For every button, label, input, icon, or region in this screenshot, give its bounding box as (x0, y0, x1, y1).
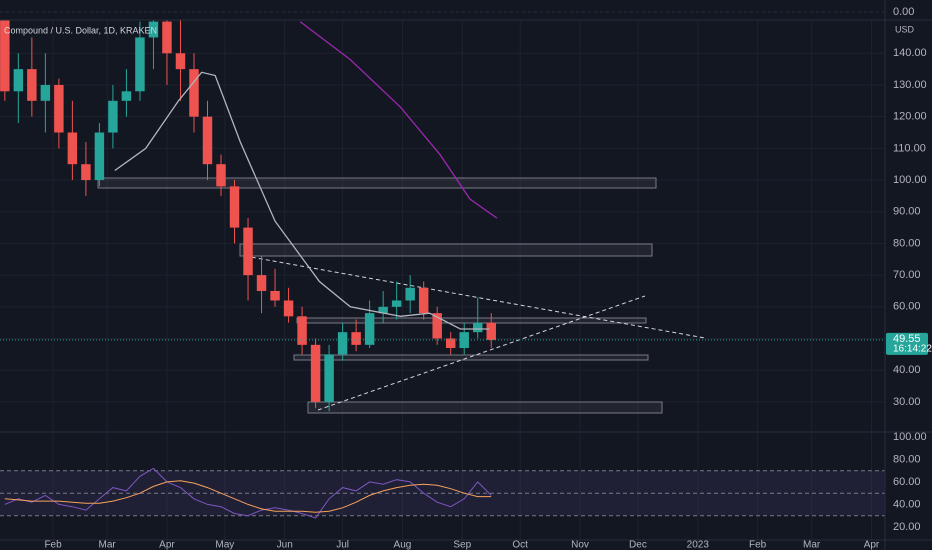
zone (293, 354, 649, 361)
candle-body (324, 354, 334, 402)
x-tick-label: Dec (629, 540, 647, 550)
candle-body (121, 91, 132, 101)
rsi-line (4, 480, 492, 513)
candle-body (81, 164, 91, 181)
candle-body (459, 332, 469, 349)
zones (97, 177, 663, 414)
y-tick-label: 120.00 (893, 111, 927, 123)
candle-body (175, 53, 186, 70)
y-tick-label: 0.00 (893, 6, 914, 18)
candle-body (283, 300, 294, 317)
candle-body (27, 69, 37, 101)
rsi-line (4, 467, 492, 519)
candle-body (202, 116, 213, 165)
candle-body (216, 164, 226, 187)
x-tick-label: Aug (394, 540, 412, 550)
x-tick-label: Oct (512, 540, 528, 550)
last-price-box (886, 332, 928, 355)
trendline (244, 255, 706, 339)
candle-body (310, 344, 321, 402)
x-tick-label: Jul (336, 540, 349, 550)
x-tick-label: Mar (803, 540, 821, 550)
x-tick-label: Nov (571, 540, 589, 550)
y-tick-label: 60.00 (893, 476, 921, 488)
y-tick-label: 140.00 (893, 47, 927, 59)
zone (307, 401, 663, 414)
candle-body (391, 300, 402, 307)
trendline (317, 295, 646, 411)
candle-body (418, 287, 429, 314)
candle-body (445, 338, 456, 349)
x-tick-label: Apr (159, 540, 175, 550)
y-tick-label: 30.00 (893, 396, 921, 408)
y-tick-label: 60.00 (893, 301, 921, 313)
candle-body (40, 84, 51, 101)
candle-body (364, 313, 375, 345)
countdown-label: 16:14:22 (893, 344, 932, 355)
x-tick-label: Apr (864, 540, 880, 550)
candle-body (270, 290, 280, 301)
y-tick-label: 130.00 (893, 79, 927, 91)
candle-body (378, 306, 388, 314)
moving-average (299, 21, 498, 219)
candle-body (229, 186, 240, 228)
x-tick-label: May (215, 540, 234, 550)
x-tick-label: 2023 (687, 540, 710, 550)
zone (97, 177, 657, 189)
candle-body (337, 332, 348, 355)
zone (239, 243, 653, 257)
x-tick-label: Mar (99, 540, 117, 550)
main-pane (0, 20, 706, 414)
candle-body (405, 287, 415, 301)
candle-body (67, 132, 78, 165)
y-tick-label: 100.00 (893, 431, 927, 443)
candle-body (189, 69, 199, 117)
last-price-label: 49.55 (893, 333, 921, 345)
zone (296, 317, 647, 324)
y-tick-label: 20.00 (893, 521, 921, 533)
candle-body (13, 69, 24, 92)
candle-body (243, 227, 253, 276)
chart-title: Compound / U.S. Dollar, 1D, KRAKEN (4, 25, 157, 35)
candle-body (256, 275, 267, 291)
candle-body (297, 316, 307, 345)
candle-body (94, 132, 105, 181)
grid (0, 20, 885, 540)
y-tick-label: 100.00 (893, 174, 927, 186)
y-tick-label: 40.00 (893, 364, 921, 376)
candle-body (486, 322, 496, 340)
candle-body (351, 332, 361, 345)
candle-body (54, 84, 64, 133)
currency: USD (895, 24, 915, 34)
candle-body (0, 20, 10, 92)
candle-body (135, 37, 145, 92)
y-tick-label: 110.00 (893, 142, 926, 154)
candle-body (148, 21, 159, 38)
trendlines (244, 255, 706, 411)
x-tick-label: Feb (749, 540, 767, 550)
y-tick-label: 80.00 (893, 453, 921, 465)
y-tick-label: 40.00 (893, 498, 921, 510)
moving-average (114, 71, 490, 330)
x-tick-label: Sep (453, 540, 471, 550)
candle-body (432, 313, 442, 339)
x-tick-label: Jun (277, 540, 293, 550)
candle-body (162, 21, 172, 54)
x-tick-label: Feb (44, 540, 62, 550)
y-tick-label: 90.00 (893, 206, 921, 218)
y-tick-label: 70.00 (893, 269, 921, 281)
candle-body (108, 100, 118, 133)
rsi-pane (0, 467, 885, 519)
y-tick-label: 80.00 (893, 237, 921, 249)
candle-body (472, 322, 483, 333)
